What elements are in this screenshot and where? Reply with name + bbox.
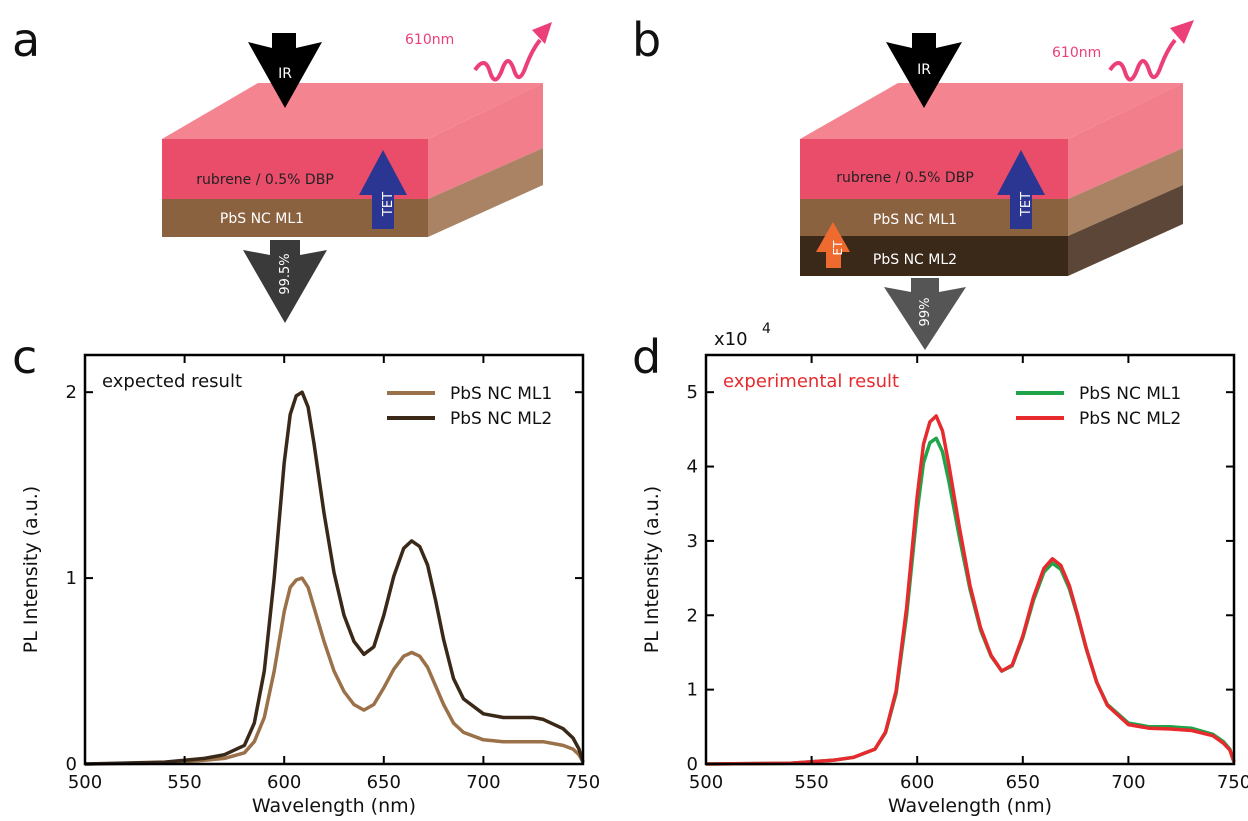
legend-label: PbS NC ML1 xyxy=(1079,384,1181,404)
panel-d: d 500 550 600 650 700 750 0 1 2 3 4 5 Wavelength (nm… xyxy=(632,321,1248,817)
series-line-1 xyxy=(705,436,1236,766)
ml2-layer-front xyxy=(800,236,1068,276)
tet-arrow-icon xyxy=(997,150,1045,229)
et-arrow-icon xyxy=(816,222,850,268)
x-tick-label: 750 xyxy=(566,772,600,793)
x-axis-label: Wavelength (nm) xyxy=(888,795,1052,817)
rubrene-layer-side xyxy=(1068,83,1183,199)
emission-wave-icon xyxy=(1108,38,1177,82)
chart-annotation: expected result xyxy=(102,371,242,392)
rubrene-layer-front xyxy=(800,139,1068,199)
y-tick-label: 2 xyxy=(687,605,698,626)
x-tick-label: 650 xyxy=(1006,772,1040,793)
x-tick-label: 550 xyxy=(167,772,201,793)
ir-arrow-icon xyxy=(248,33,322,108)
plot-frame xyxy=(704,353,1236,766)
ml1-layer-front xyxy=(800,199,1068,236)
chart-annotation: experimental result xyxy=(723,371,899,392)
ml1-layer-side xyxy=(428,148,543,237)
emission-wave-icon xyxy=(473,38,542,82)
y-tick-label: 1 xyxy=(66,568,77,589)
transmission-label: 99.5% xyxy=(278,253,293,294)
rubrene-label: rubrene / 0.5% DBP xyxy=(196,172,334,188)
plot-frame xyxy=(83,353,585,766)
transmission-label: 99% xyxy=(918,298,933,327)
transmission-arrow-icon xyxy=(884,278,966,350)
panel-a: a rubrene / 0.5% DBP PbS NC ML1 IR 610nm… xyxy=(12,13,552,323)
rubrene-layer-side xyxy=(428,83,543,199)
legend-label: PbS NC ML1 xyxy=(450,384,552,404)
emission-arrowhead-icon xyxy=(1170,20,1194,44)
ir-label: IR xyxy=(917,62,931,78)
panel-c: c 500 550 600 650 700 750 0 1 2 Wavelength (nm) PL… xyxy=(12,330,600,817)
panel-d-letter: d xyxy=(632,330,661,384)
y-tick-label: 0 xyxy=(687,754,698,775)
x-tick-label: 650 xyxy=(367,772,401,793)
ml2-layer-side xyxy=(1068,185,1183,276)
y-tick-label: 1 xyxy=(687,680,698,701)
rubrene-layer-top xyxy=(162,83,543,139)
chart-d: 500 550 600 650 700 750 0 1 2 3 4 5 Wavelength (nm) P… xyxy=(641,321,1248,817)
x-axis-label: Wavelength (nm) xyxy=(252,795,416,817)
transmission-arrow-icon xyxy=(243,240,327,323)
x-tick-label: 550 xyxy=(794,772,828,793)
y-axis-label: PL Intensity (a.u.) xyxy=(641,486,663,653)
x-tick-label: 600 xyxy=(267,772,301,793)
y-multiplier-exponent: 4 xyxy=(762,321,771,337)
y-multiplier: x10 xyxy=(714,329,748,350)
y-tick-label: 0 xyxy=(66,754,77,775)
ml1-label: PbS NC ML1 xyxy=(220,211,304,227)
tet-label: TET xyxy=(381,192,396,217)
panel-b: b rubrene / 0.5% DBP PbS NC ML1 PbS NC M… xyxy=(632,13,1194,350)
x-tick-label: 500 xyxy=(689,772,723,793)
rubrene-label: rubrene / 0.5% DBP xyxy=(836,170,974,186)
emission-label: 610nm xyxy=(1052,45,1101,61)
y-axis-label: PL Intensity (a.u.) xyxy=(20,486,42,653)
legend-label: PbS NC ML2 xyxy=(1079,409,1181,429)
series-line-1 xyxy=(84,576,585,766)
panel-a-letter: a xyxy=(12,13,40,67)
tet-label: TET xyxy=(1019,192,1034,217)
y-tick-label: 3 xyxy=(687,531,698,552)
series-line-2 xyxy=(84,390,585,766)
legend-label: PbS NC ML2 xyxy=(450,409,552,429)
x-tick-label: 700 xyxy=(1111,772,1145,793)
y-tick-label: 4 xyxy=(687,457,698,478)
et-label: ET xyxy=(831,240,845,256)
ml1-label: PbS NC ML1 xyxy=(873,212,957,228)
x-tick-label: 750 xyxy=(1217,772,1248,793)
panel-c-letter: c xyxy=(12,330,37,384)
x-tick-label: 700 xyxy=(466,772,500,793)
ir-arrow-icon xyxy=(886,33,962,108)
ml2-label: PbS NC ML2 xyxy=(873,252,957,268)
emission-label: 610nm xyxy=(405,32,454,48)
ml1-layer-side xyxy=(1068,148,1183,236)
series-line-2 xyxy=(705,414,1236,766)
x-tick-label: 500 xyxy=(68,772,102,793)
y-tick-label: 5 xyxy=(687,382,698,403)
chart-c: 500 550 600 650 700 750 0 1 2 Wavelength (nm) PL I… xyxy=(20,353,600,817)
ir-label: IR xyxy=(278,66,292,82)
rubrene-layer-front xyxy=(162,139,428,199)
x-tick-label: 600 xyxy=(900,772,934,793)
y-tick-label: 2 xyxy=(66,382,77,403)
panel-b-letter: b xyxy=(632,13,661,67)
ml1-layer-front xyxy=(162,199,428,237)
tet-arrow-icon xyxy=(359,150,407,229)
rubrene-layer-top xyxy=(800,83,1183,139)
emission-arrowhead-icon xyxy=(532,22,552,44)
